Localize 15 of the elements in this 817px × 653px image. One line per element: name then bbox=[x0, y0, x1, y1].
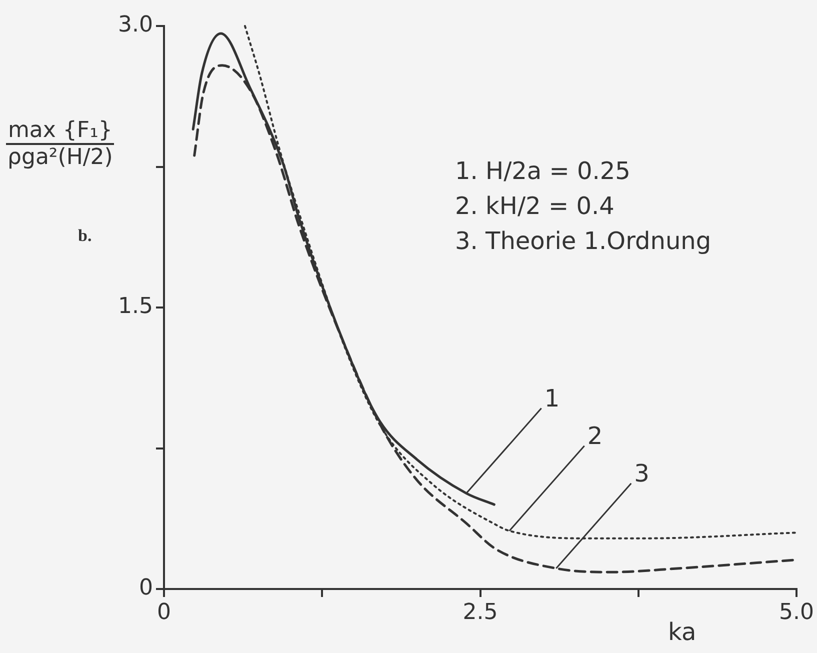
annotation: 1. H/2a = 0.25 bbox=[455, 156, 632, 187]
annotation: 1 bbox=[544, 384, 560, 413]
annotation: 3. Theorie 1.Ordnung bbox=[455, 226, 712, 257]
y-tick-label: 0 bbox=[139, 576, 153, 601]
y-tick-label: 3.0 bbox=[118, 12, 153, 38]
x-tick-label: 5.0 bbox=[779, 600, 814, 625]
x-axis-title: ka bbox=[668, 618, 696, 646]
annotation: 2 bbox=[587, 422, 603, 450]
annotation: 3 bbox=[634, 460, 650, 488]
y-axis-title: max {F₁} ρga²(H/2) bbox=[6, 118, 114, 170]
y-tick-label: 1.5 bbox=[118, 294, 153, 320]
annotation: 2. kH/2 = 0.4 bbox=[455, 191, 616, 222]
x-tick-label: 2.5 bbox=[462, 600, 498, 625]
text: b. bbox=[78, 226, 92, 246]
x-tick-label: 0 bbox=[157, 600, 171, 625]
